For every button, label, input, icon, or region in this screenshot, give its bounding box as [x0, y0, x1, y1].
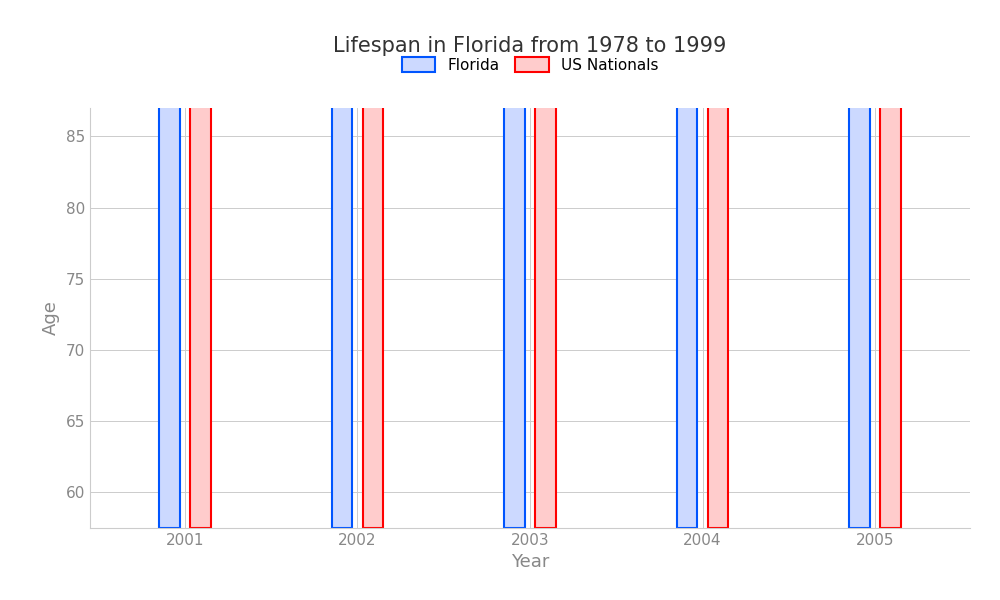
Bar — [535, 0, 556, 528]
Bar — [880, 0, 901, 528]
Bar — [677, 0, 697, 528]
Bar — [332, 0, 352, 528]
Bar — [363, 0, 383, 528]
Title: Lifespan in Florida from 1978 to 1999: Lifespan in Florida from 1978 to 1999 — [333, 37, 727, 56]
Bar — [849, 0, 870, 528]
Bar — [708, 0, 728, 528]
X-axis label: Year: Year — [511, 553, 549, 571]
Bar — [190, 0, 211, 528]
Bar — [504, 0, 525, 528]
Bar — [159, 0, 180, 528]
Y-axis label: Age: Age — [42, 301, 60, 335]
Legend: Florida, US Nationals: Florida, US Nationals — [402, 57, 658, 73]
